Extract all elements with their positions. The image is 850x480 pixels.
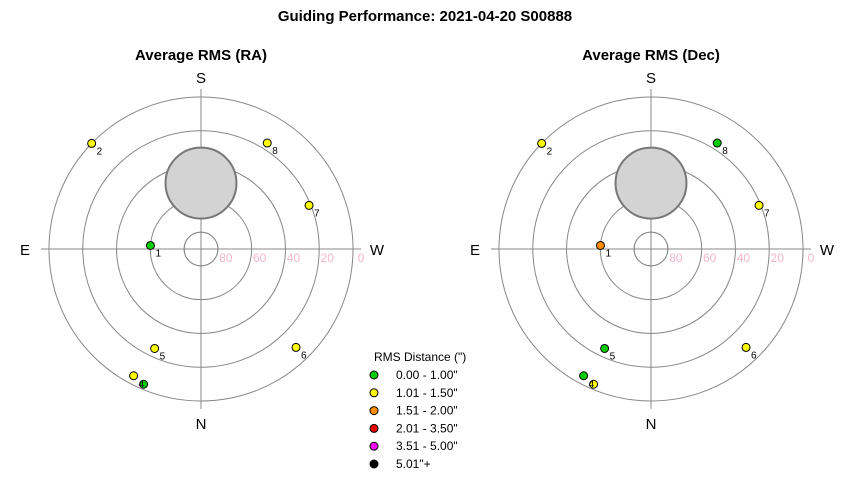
data-point <box>150 343 160 353</box>
point-label: 8 <box>272 146 278 157</box>
direction-label-s: S <box>646 70 656 87</box>
data-point <box>139 379 149 389</box>
altitude-tick-label: 40 <box>737 251 751 265</box>
altitude-tick-label: 20 <box>771 251 785 265</box>
point-label: 4 <box>589 379 595 390</box>
direction-label-n: N <box>646 416 657 433</box>
data-point <box>304 200 314 210</box>
legend-label: 3.51 - 5.00" <box>396 439 458 453</box>
point-label: 8 <box>722 146 728 157</box>
point-label: 2 <box>547 146 553 157</box>
legend-label: 0.00 - 1.00" <box>396 368 458 382</box>
legend-label: 2.01 - 3.50" <box>396 421 458 435</box>
legend-label: 1.51 - 2.00" <box>396 404 458 418</box>
data-point <box>600 343 610 353</box>
altitude-tick-label: 40 <box>287 251 301 265</box>
data-point <box>129 371 139 381</box>
panel-title: Average RMS (RA) <box>135 47 267 64</box>
data-point <box>595 240 605 250</box>
data-point <box>145 240 155 250</box>
data-point <box>262 138 272 148</box>
legend-label: 1.01 - 1.50" <box>396 386 458 400</box>
data-point <box>579 371 589 381</box>
data-point <box>537 138 547 148</box>
point-label: 5 <box>610 351 616 362</box>
panel-title: Average RMS (Dec) <box>582 47 720 64</box>
point-label: 6 <box>751 350 757 361</box>
altitude-tick-label: 60 <box>703 251 717 265</box>
data-point <box>741 342 751 352</box>
direction-label-e: E <box>20 242 30 259</box>
point-label: 1 <box>605 248 611 259</box>
direction-label-s: S <box>196 70 206 87</box>
altitude-tick-label: 80 <box>669 251 683 265</box>
data-point <box>87 138 97 148</box>
direction-label-w: W <box>820 242 835 259</box>
data-point <box>589 379 599 389</box>
point-label: 7 <box>764 208 770 219</box>
legend-marker <box>369 406 379 416</box>
legend-marker <box>369 459 379 469</box>
direction-label-e: E <box>470 242 480 259</box>
altitude-tick-label: 0 <box>358 251 365 265</box>
excluded-zone <box>614 146 688 220</box>
polar-plot-dec: Average RMS (Dec) S N E W 80 60 40 20 0 1 2 4 5 6 7 8 <box>470 47 835 433</box>
legend-marker <box>369 370 379 380</box>
figure-title: Guiding Performance: 2021-04-20 S00888 <box>277 8 573 25</box>
legend-marker <box>369 423 379 433</box>
altitude-tick-label: 0 <box>808 251 815 265</box>
altitude-tick-label: 20 <box>321 251 335 265</box>
legend-label: 5.01"+ <box>396 457 431 471</box>
data-point <box>754 200 764 210</box>
point-label: 2 <box>97 146 103 157</box>
legend-title: RMS Distance (") <box>374 350 466 364</box>
direction-label-n: N <box>196 416 207 433</box>
altitude-tick-label: 80 <box>219 251 233 265</box>
point-label: 7 <box>314 208 320 219</box>
point-label: 4 <box>139 379 145 390</box>
legend-marker <box>369 441 379 451</box>
direction-label-w: W <box>370 242 385 259</box>
polar-plot-ra: Average RMS (RA) S N E W 80 60 40 20 0 1 2 4 5 6 7 8 <box>20 47 385 433</box>
data-point <box>712 138 722 148</box>
point-label: 1 <box>155 248 161 259</box>
excluded-zone <box>164 146 238 220</box>
altitude-tick-label: 60 <box>253 251 267 265</box>
legend-marker <box>369 388 379 398</box>
point-label: 5 <box>160 351 166 362</box>
point-label: 6 <box>301 350 307 361</box>
data-point <box>291 342 301 352</box>
legend: RMS Distance (") 0.00 - 1.00" 1.01 - 1.50"… <box>369 350 466 471</box>
